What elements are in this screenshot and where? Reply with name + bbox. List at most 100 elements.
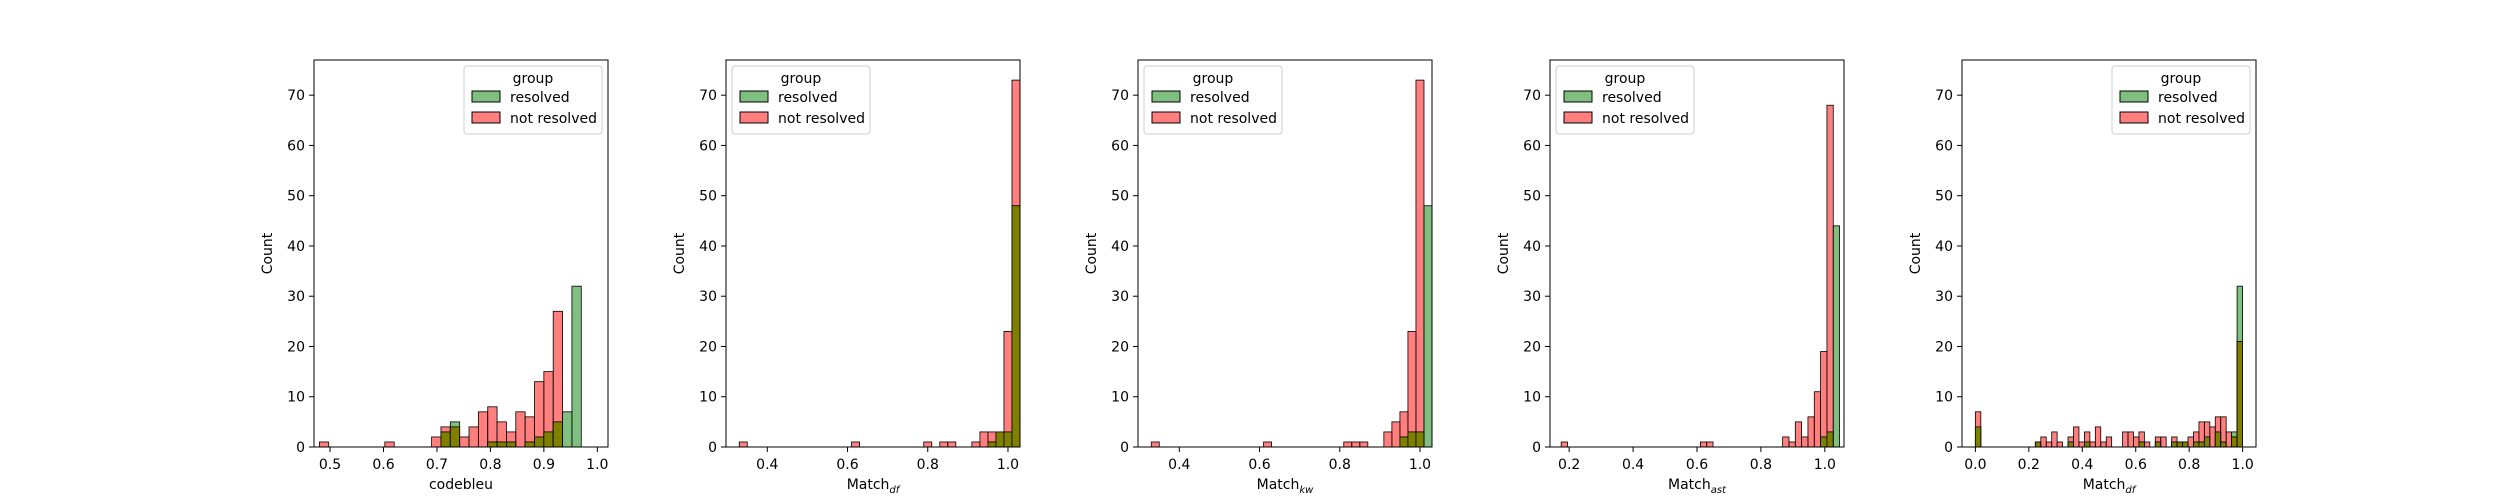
- y-tick-label: 70: [1523, 88, 1541, 104]
- legend-swatch: [471, 90, 501, 103]
- bars: [1150, 79, 1433, 448]
- bar-not-resolved: [1788, 441, 1796, 448]
- bar-overlap: [987, 441, 997, 448]
- x-tick-label: 0.6: [1686, 457, 1708, 473]
- y-tick-label: 60: [287, 138, 305, 154]
- legend: group resolved not resolved: [731, 65, 871, 135]
- legend: group resolved not resolved: [1555, 65, 1695, 135]
- bars: [1560, 104, 1840, 448]
- y-tick-label: 10: [1935, 390, 1953, 406]
- bar-not-resolved: [2160, 436, 2167, 448]
- bar-not-resolved: [1003, 331, 1013, 448]
- bar-not-resolved: [1794, 421, 1803, 448]
- bar-overlap: [1974, 426, 1982, 448]
- bar-overlap: [2034, 441, 2042, 448]
- bar-not-resolved: [2100, 441, 2107, 448]
- y-tick-label: 50: [1111, 189, 1129, 205]
- x-tick-label: 0.4: [1622, 457, 1644, 473]
- y-tick-label: 20: [1935, 339, 1953, 355]
- histogram-panel-5: 0.0 0.2 0.4 0.6 0.8 1.0 0 10 20 30 40 50 60 70 Matchdf…: [1908, 59, 2257, 496]
- bar-not-resolved: [2209, 426, 2216, 448]
- bar-not-resolved: [2051, 431, 2058, 448]
- bar-not-resolved: [2073, 426, 2080, 448]
- x-tick-label: 1.0: [1814, 457, 1836, 473]
- bar-not-resolved: [487, 406, 498, 448]
- y-tick-label: 70: [287, 88, 305, 104]
- x-tick-label: 0.4: [1168, 457, 1190, 473]
- y-tick-label: 50: [1935, 189, 1953, 205]
- bar-not-resolved: [2225, 431, 2233, 448]
- axes-frame: [1137, 59, 1433, 448]
- bar-not-resolved: [2094, 426, 2102, 448]
- bar-overlap: [1399, 436, 1409, 448]
- bar-not-resolved: [1343, 441, 1353, 448]
- bar-overlap: [2138, 441, 2145, 448]
- x-tick-label: 0.7: [426, 457, 448, 473]
- bar-overlap: [2176, 441, 2183, 448]
- bar-overlap: [496, 441, 507, 448]
- x-axis-label-subscript: ast: [1711, 485, 1727, 496]
- bar-overlap: [2236, 341, 2243, 448]
- x-tick-label: 1.0: [586, 457, 608, 473]
- bar-overlap: [2220, 441, 2227, 448]
- y-tick-label: 10: [1111, 390, 1129, 406]
- y-tick-label: 0: [1120, 440, 1129, 456]
- x-axis-label: Matchdf: [2083, 477, 2137, 496]
- bar-not-resolved: [2078, 441, 2085, 448]
- y-tick-label: 0: [1532, 440, 1541, 456]
- legend-swatch: [1151, 90, 1181, 103]
- bar-not-resolved: [1807, 416, 1815, 448]
- bar-overlap: [449, 426, 461, 448]
- bar-not-resolved: [318, 441, 330, 448]
- y-tick-label: 60: [699, 138, 717, 154]
- bar-overlap: [1407, 431, 1417, 448]
- bar-not-resolved: [2105, 436, 2113, 448]
- y-tick-label: 70: [1111, 88, 1129, 104]
- bar-overlap: [1826, 431, 1834, 448]
- legend-entry-label: resolved: [1602, 90, 1662, 106]
- x-tick-label: 0.8: [1329, 457, 1351, 473]
- legend-swatch: [471, 111, 501, 124]
- bar-not-resolved: [1150, 441, 1160, 448]
- bar-not-resolved: [971, 441, 981, 448]
- legend-entry-label: not resolved: [778, 111, 865, 127]
- y-tick-label: 70: [699, 88, 717, 104]
- legend-entry-label: resolved: [1190, 90, 1250, 106]
- y-tick-label: 10: [699, 390, 717, 406]
- x-tick-label: 0.6: [2125, 457, 2147, 473]
- bar-not-resolved: [939, 441, 949, 448]
- x-tick-label: 0.0: [1964, 457, 1986, 473]
- y-tick-label: 20: [699, 339, 717, 355]
- y-tick-label: 50: [1523, 189, 1541, 205]
- bar-not-resolved: [477, 411, 489, 448]
- y-tick-label: 40: [699, 239, 717, 255]
- legend-swatch: [1563, 111, 1593, 124]
- y-tick-label: 10: [1523, 390, 1541, 406]
- bar-not-resolved: [2122, 431, 2129, 448]
- bar-resolved: [1832, 225, 1840, 448]
- y-tick-label: 40: [1935, 239, 1953, 255]
- legend-entry-label: resolved: [2158, 90, 2218, 106]
- bar-not-resolved: [923, 441, 933, 448]
- x-axis-label: Matchkw: [1257, 477, 1315, 496]
- x-axis-label-subscript: df: [2125, 485, 2136, 496]
- bar-not-resolved: [2045, 441, 2053, 448]
- legend-swatch: [739, 111, 769, 124]
- x-tick-label: 0.8: [479, 457, 501, 473]
- legend-swatch: [1563, 90, 1593, 103]
- bar-not-resolved: [2143, 441, 2151, 448]
- bar-overlap: [534, 436, 545, 448]
- bar-not-resolved: [1351, 441, 1361, 448]
- legend-title: group: [513, 71, 554, 87]
- bar-overlap: [2182, 441, 2189, 448]
- x-tick-label: 1.0: [997, 457, 1019, 473]
- x-axis-label-subscript: kw: [1299, 485, 1314, 496]
- bar-overlap: [440, 431, 451, 448]
- bar-not-resolved: [1801, 436, 1809, 448]
- legend-title: group: [781, 71, 822, 87]
- bar-not-resolved: [738, 441, 748, 448]
- bar-overlap: [2084, 441, 2091, 448]
- y-tick-label: 70: [1935, 88, 1953, 104]
- bar-not-resolved: [1699, 441, 1708, 448]
